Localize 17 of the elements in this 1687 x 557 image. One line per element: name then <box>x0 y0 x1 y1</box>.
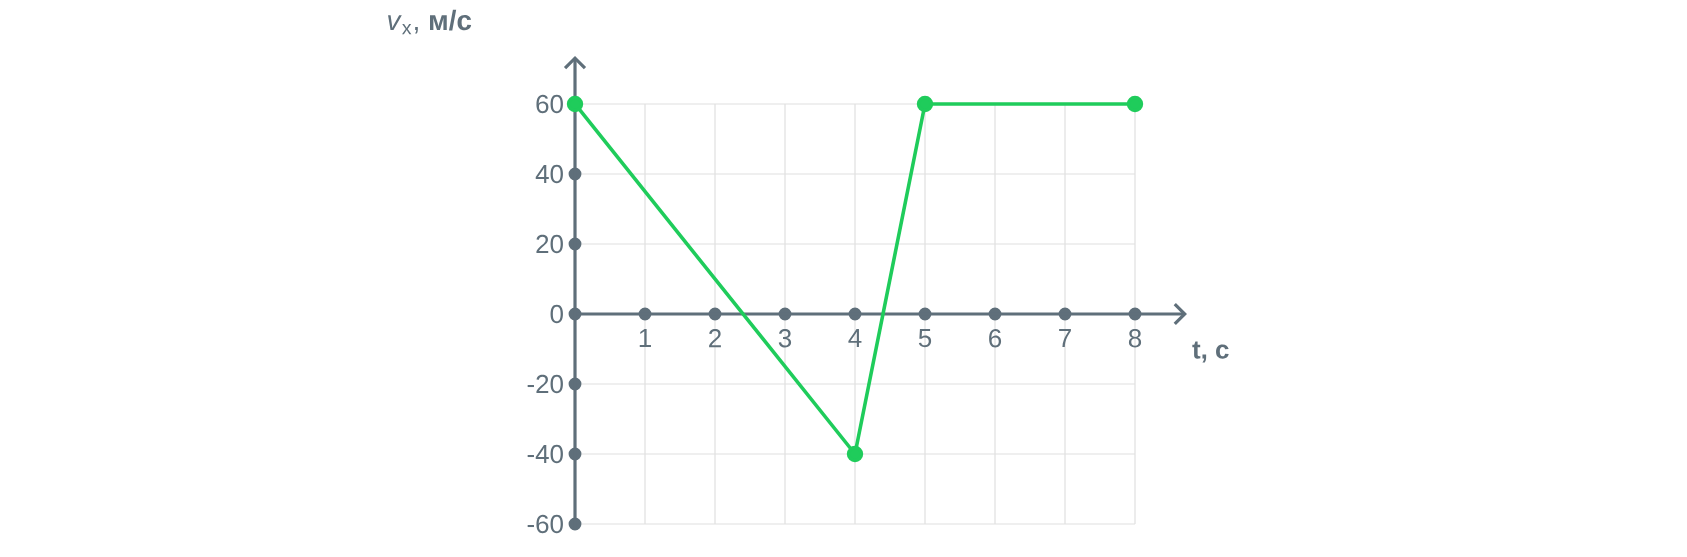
y-tick-label: 60 <box>536 94 563 114</box>
y-tick-label: 40 <box>535 164 563 184</box>
x-tick-label: 7 <box>1059 329 1071 347</box>
y-tick-label: -20 <box>527 374 563 394</box>
x-axis-title: t, с <box>1192 341 1229 363</box>
y-axis-title: v$_{x}$, м/с <box>388 9 472 35</box>
x-tick-label: 2 <box>709 329 721 348</box>
x-tick-label: 1 <box>639 329 651 347</box>
y-tick-label: 20 <box>536 234 563 254</box>
x-tick-label: 8 <box>1128 329 1142 348</box>
y-tick-label: -40 <box>527 444 563 464</box>
y-tick-label: -60 <box>527 514 563 534</box>
x-tick-label: 4 <box>848 329 862 347</box>
x-tick-label: 5 <box>918 329 932 348</box>
y-tick-label: 0 <box>550 304 563 324</box>
x-tick-label: 6 <box>989 329 1002 348</box>
x-tick-label: 3 <box>778 329 792 348</box>
